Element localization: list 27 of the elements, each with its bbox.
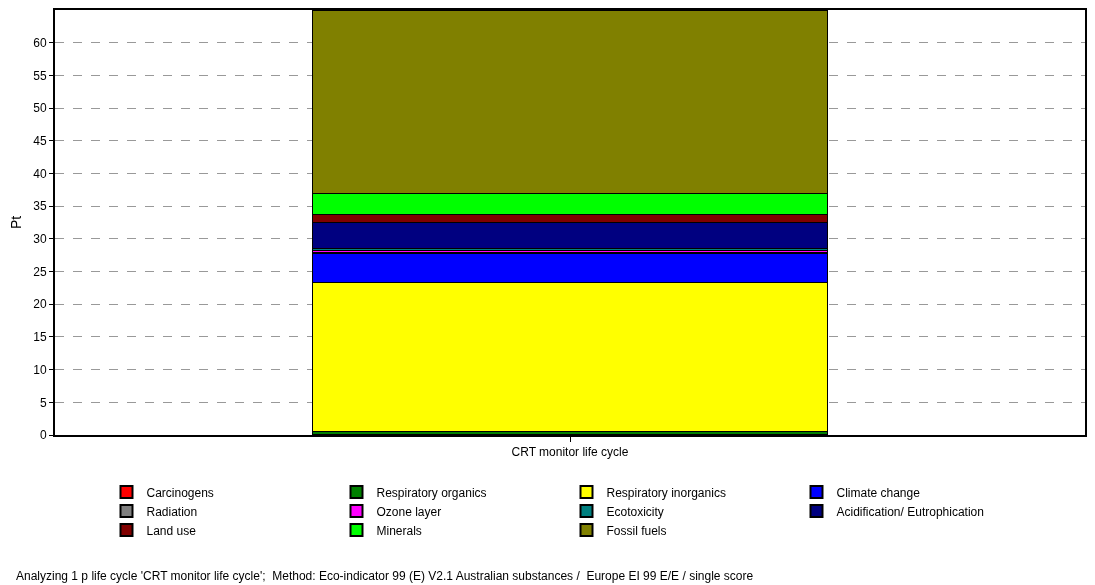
y-tick-label: 15: [33, 330, 47, 345]
legend-label: Land use: [146, 523, 197, 538]
y-axis-title: Pt: [8, 215, 25, 230]
legend-label: Acidification/ Eutrophication: [836, 504, 984, 519]
y-tick-label: 35: [33, 199, 47, 214]
y-tick-label: 40: [33, 166, 47, 181]
legend-label: Minerals: [376, 523, 422, 538]
legend-label: Climate change: [836, 485, 921, 500]
y-tick-label: 20: [33, 297, 47, 312]
x-tick-label: CRT monitor life cycle: [511, 445, 629, 460]
y-tick-label: 5: [39, 395, 47, 410]
y-tick-label: 60: [33, 35, 47, 50]
legend-label: Ozone layer: [376, 504, 442, 519]
legend-label: Carcinogens: [146, 485, 214, 500]
legend-label: Radiation: [146, 504, 198, 519]
y-tick-label: 25: [33, 264, 47, 279]
legend-label: Respiratory inorganics: [606, 485, 726, 500]
text: Analyzing 1 p life cycle 'CRT monitor life cycle'; Method: Eco-indicator 99 (E) V2.1 Australian substances / Europe EI 99 E/E / single score: [16, 569, 754, 583]
y-tick-label: 50: [33, 101, 47, 116]
y-tick-label: 0: [39, 428, 47, 443]
legend-label: Fossil fuels: [606, 523, 667, 538]
y-tick-label: 10: [33, 362, 47, 377]
legend-label: Respiratory organics: [376, 485, 487, 500]
y-tick-label: 55: [33, 68, 47, 83]
y-tick-label: 30: [33, 232, 47, 247]
y-tick-label: 45: [33, 133, 47, 148]
legend-label: Ecotoxicity: [606, 504, 664, 519]
